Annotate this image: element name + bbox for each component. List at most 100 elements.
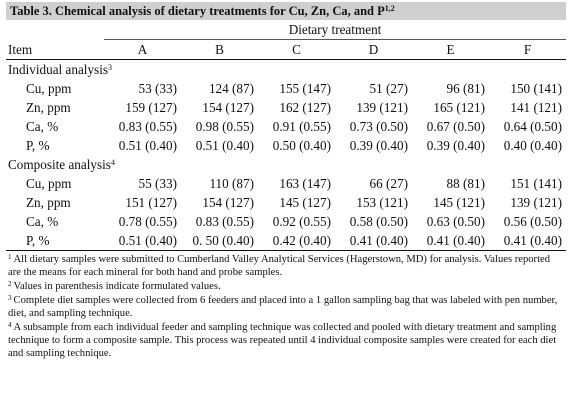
footnote-marker: 1 [8, 253, 12, 261]
table-row: P, % 0.51 (0.40) 0. 50 (0.40) 0.42 (0.40) 0.… [6, 231, 567, 251]
table-cell: 151 (141) [510, 176, 563, 191]
group-header-row: Dietary treatment [6, 20, 567, 40]
table-cell: 139 (121) [356, 100, 408, 115]
row-label: Ca, % [26, 214, 59, 229]
column-header-item: Item [6, 39, 104, 60]
table-title-text: Table 3. Chemical analysis of dietary tr… [10, 4, 385, 18]
row-label: Zn, ppm [26, 100, 71, 115]
table-row: Cu, ppm 53 (33) 124 (87) 155 (147) 51 (27) 96… [6, 79, 566, 98]
column-header-a: A [104, 39, 181, 60]
table-cell: 0.51 (0.40) [118, 138, 177, 153]
section-row: Composite analysis4 [6, 155, 566, 174]
table-body: Individual analysis3 Cu, ppm 53 (33) 124 (8… [6, 60, 567, 251]
table-row: Cu, ppm 55 (33) 110 (87) 163 (147) 66 (27) 88… [6, 174, 566, 193]
table-row: Zn, ppm 151 (127) 154 (127) 145 (127) 153 (1… [6, 193, 566, 212]
section-footnote-ref: 4 [110, 158, 115, 167]
table-cell: 0.41 (0.40) [412, 231, 489, 251]
table-cell: 0.63 (0.50) [426, 214, 485, 229]
footnote: 1 All dietary samples were submitted to C… [8, 253, 564, 279]
table-cell: 0.42 (0.40) [258, 231, 335, 251]
footnote-text: Values in parenthesis indicate formulate… [13, 281, 221, 292]
table-cell: 0.64 (0.50) [503, 119, 563, 134]
section-label-text: Individual analysis [8, 62, 108, 77]
table-cell: 139 (121) [510, 195, 563, 210]
table-cell: 141 (121) [510, 100, 563, 115]
table-cell: 124 (87) [208, 81, 254, 96]
column-header-e: E [412, 39, 489, 60]
footnote: 3 Complete diet samples were collected fr… [8, 294, 564, 320]
column-header-f: F [489, 39, 567, 60]
section-label: Composite analysis4 [6, 155, 566, 174]
table-cell: 145 (121) [433, 195, 485, 210]
table-cell: 151 (127) [125, 195, 177, 210]
table-cell: 0.39 (0.40) [426, 138, 485, 153]
section-label: Individual analysis3 [6, 60, 566, 80]
table-cell: 0.67 (0.50) [426, 119, 485, 134]
row-label: Cu, ppm [26, 81, 72, 96]
section-label-text: Composite analysis [8, 157, 111, 172]
table-cell: 55 (33) [138, 176, 177, 191]
table-cell: 0.50 (0.40) [272, 138, 331, 153]
table-row: Zn, ppm 159 (127) 154 (127) 162 (127) 139 (1… [6, 98, 566, 117]
row-label: P, % [26, 138, 50, 153]
table-cell: 51 (27) [369, 81, 408, 96]
table-cell: 66 (27) [369, 176, 408, 191]
row-label: Zn, ppm [26, 195, 71, 210]
table-cell: 0.78 (0.55) [118, 214, 177, 229]
table-cell: 145 (127) [279, 195, 331, 210]
table-cell: 150 (141) [510, 81, 563, 96]
table-cell: 0.56 (0.50) [503, 214, 563, 229]
table-cell: 88 (81) [446, 176, 485, 191]
table-cell: 0.73 (0.50) [349, 119, 408, 134]
footnote-marker: 2 [8, 280, 12, 288]
column-header-c: C [258, 39, 335, 60]
table-cell: 0.39 (0.40) [349, 138, 408, 153]
footnote-marker: 3 [8, 294, 12, 302]
footnote-marker: 4 [8, 321, 12, 329]
row-label: Cu, ppm [26, 176, 72, 191]
table-cell: 159 (127) [125, 100, 177, 115]
column-header-b: B [181, 39, 258, 60]
table-cell: 162 (127) [279, 100, 331, 115]
table-title-footnote-ref: 1,2 [384, 4, 395, 13]
table-cell: 154 (127) [202, 100, 254, 115]
footnotes: 1 All dietary samples were submitted to C… [6, 253, 564, 360]
table-cell: 0.41 (0.40) [489, 231, 567, 251]
table-cell: 154 (127) [202, 195, 254, 210]
column-header-d: D [335, 39, 412, 60]
table-cell: 0.83 (0.55) [118, 119, 177, 134]
table-row: Ca, % 0.78 (0.55) 0.83 (0.55) 0.92 (0.55) 0.… [6, 212, 566, 231]
section-row: Individual analysis3 [6, 60, 566, 80]
row-label: P, % [6, 231, 104, 251]
footnote: 2 Values in parenthesis indicate formulat… [8, 280, 564, 293]
footnote-text: A subsample from each individual feeder … [8, 322, 557, 359]
group-header-dietary-treatment: Dietary treatment [104, 20, 567, 40]
footnote-text: Complete diet samples were collected fro… [8, 295, 558, 319]
row-label: Ca, % [26, 119, 59, 134]
table-cell: 0.91 (0.55) [272, 119, 331, 134]
group-header-spacer [6, 20, 104, 40]
table-title: Table 3. Chemical analysis of dietary tr… [6, 2, 566, 20]
table-cell: 163 (147) [279, 176, 331, 191]
table-cell: 53 (33) [138, 81, 177, 96]
table-cell: 155 (147) [279, 81, 331, 96]
table-cell: 0.83 (0.55) [195, 214, 254, 229]
table-cell: 0.51 (0.40) [195, 138, 254, 153]
footnote-text: All dietary samples were submitted to Cu… [8, 254, 551, 278]
table-cell: 165 (121) [433, 100, 485, 115]
table-cell: 0.98 (0.55) [195, 119, 254, 134]
table-row: Ca, % 0.83 (0.55) 0.98 (0.55) 0.91 (0.55) 0.… [6, 117, 566, 136]
table-cell: 0.51 (0.40) [104, 231, 181, 251]
table-cell: 0.92 (0.55) [272, 214, 331, 229]
table-cell: 153 (121) [356, 195, 408, 210]
table-cell: 0.40 (0.40) [503, 138, 563, 153]
table-row: P, % 0.51 (0.40) 0.51 (0.40) 0.50 (0.40) 0.3… [6, 136, 566, 155]
section-footnote-ref: 3 [108, 63, 112, 72]
table-cell: 0.58 (0.50) [349, 214, 408, 229]
table-cell: 0.41 (0.40) [335, 231, 412, 251]
table-cell: 110 (87) [209, 176, 254, 191]
